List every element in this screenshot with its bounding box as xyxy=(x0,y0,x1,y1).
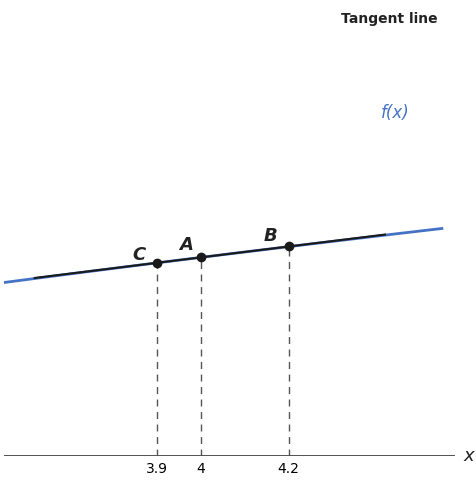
Text: C: C xyxy=(132,246,145,264)
Text: B: B xyxy=(263,227,277,245)
Text: f(x): f(x) xyxy=(380,104,408,121)
Text: Tangent line: Tangent line xyxy=(340,12,437,25)
Text: A: A xyxy=(178,237,192,254)
Text: x: x xyxy=(463,447,474,465)
